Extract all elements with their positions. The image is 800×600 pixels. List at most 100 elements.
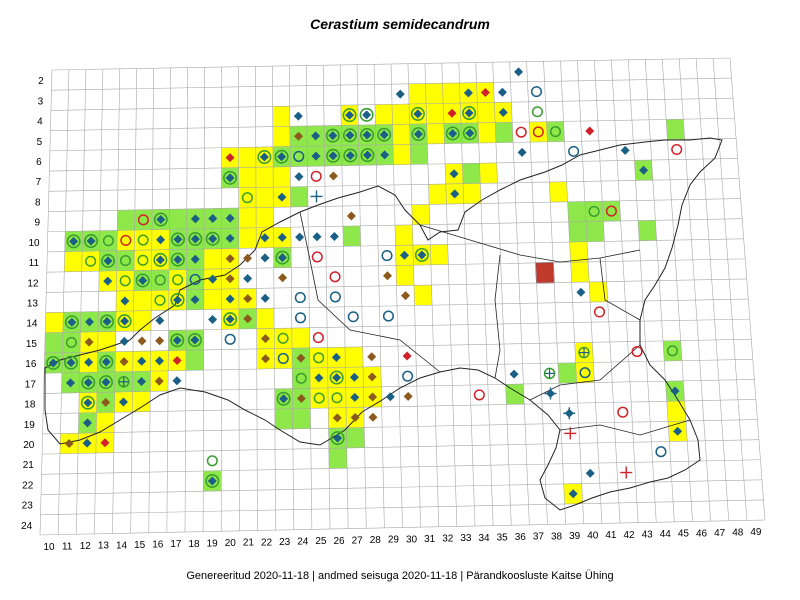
green-circle-symbol	[325, 128, 340, 143]
grid-line-h	[50, 97, 734, 111]
column-label: 25	[315, 536, 327, 547]
grid-cell-green	[342, 225, 361, 247]
column-label: 32	[442, 534, 454, 545]
grid-line-v	[373, 64, 385, 528]
diamond-symbol	[401, 291, 411, 301]
column-label: 20	[225, 538, 237, 549]
grid-cell-yellow	[255, 187, 274, 208]
grid-line-v	[184, 67, 188, 533]
diamond-symbol	[585, 126, 595, 136]
green-circle-symbol	[377, 127, 392, 142]
column-label: 41	[605, 530, 617, 541]
red-circle-symbol	[605, 205, 617, 217]
grid-line-v	[390, 63, 403, 528]
red-circle-symbol	[312, 332, 324, 344]
grid-line-v	[543, 61, 566, 525]
column-label: 47	[714, 528, 726, 539]
green-circle-symbol	[360, 127, 375, 142]
grid-line-v	[729, 57, 766, 521]
diamond-symbol	[83, 398, 93, 408]
grid-line-v	[166, 67, 171, 533]
diamond-symbol	[278, 273, 288, 283]
row-label: 15	[26, 339, 38, 350]
red-circle-symbol	[617, 406, 629, 418]
diamond-symbol	[154, 376, 164, 386]
blue-circle-symbol	[347, 311, 359, 323]
diamond-symbol	[497, 87, 507, 97]
diamond-symbol	[260, 334, 270, 344]
green-circle-symbol	[313, 392, 325, 404]
inner-border-5	[529, 344, 641, 401]
column-label: 19	[207, 538, 219, 549]
diamond-symbol	[208, 234, 218, 244]
green-circle-symbol	[102, 235, 114, 247]
grid-line-v	[441, 63, 458, 527]
diamond-symbol	[450, 189, 460, 199]
column-label: 49	[750, 527, 762, 538]
green-circle-symbol	[170, 333, 185, 348]
grid-cell-yellow	[255, 166, 274, 188]
red-circle-symbol	[120, 234, 132, 246]
row-label: 7	[36, 177, 42, 188]
green-circle-symbol	[445, 126, 460, 141]
diamond-symbol	[103, 256, 113, 266]
grid-line-v	[148, 68, 154, 533]
green-circle-symbol	[153, 252, 168, 267]
diamond-symbol	[101, 397, 111, 407]
grid-cell-yellow	[203, 248, 222, 270]
diamond-symbol	[225, 294, 235, 304]
column-label: 14	[116, 540, 128, 551]
grid-cells	[44, 82, 688, 505]
red-circle-symbol	[671, 143, 683, 156]
diamond-symbol	[368, 392, 378, 402]
green-circle-symbol	[342, 108, 357, 123]
grid-cell-yellow	[426, 123, 445, 144]
diamond-symbol	[155, 336, 165, 346]
grid-line-h	[41, 479, 762, 495]
grid-line-v	[712, 58, 748, 521]
diamond-symbol	[585, 468, 595, 478]
diamond-symbol	[102, 317, 112, 327]
grid-cell-yellow	[134, 229, 152, 251]
grid-line-h	[45, 318, 750, 334]
diamond-symbol	[296, 353, 306, 363]
grid-cell-yellow	[414, 285, 433, 306]
diamond-symbol	[463, 88, 473, 98]
diamond-symbol	[156, 215, 166, 225]
grid-line-v	[75, 69, 87, 535]
column-label: 44	[660, 529, 672, 540]
diamond-symbol	[225, 213, 235, 223]
diamond-symbol	[379, 130, 389, 140]
row-label: 8	[35, 197, 41, 208]
grid-cell-green	[495, 122, 514, 143]
diamond-symbol	[84, 357, 94, 367]
grid-cell-green	[292, 368, 311, 389]
diamond-symbol	[345, 130, 355, 140]
grid-cell-yellow	[97, 331, 116, 353]
diamond-symbol	[243, 294, 253, 304]
grid-line-v	[492, 62, 512, 526]
diamond-symbol	[277, 192, 287, 202]
green-circle-symbol	[170, 232, 185, 247]
grid-cell-yellow	[408, 83, 427, 104]
green-circle-symbol	[99, 375, 114, 390]
grid-cell-yellow	[238, 187, 257, 208]
blue-circle-symbol	[568, 145, 580, 157]
blue-circle-symbol	[189, 273, 201, 285]
grid-line-v	[94, 69, 104, 534]
row-label: 23	[22, 501, 34, 512]
diamond-symbol	[82, 438, 92, 448]
grid-cell-green	[638, 220, 657, 241]
diamond-symbol	[333, 433, 343, 443]
grid-cell-yellow	[238, 147, 256, 168]
grid-cell-yellow	[238, 227, 257, 249]
diamond-symbol	[399, 250, 409, 260]
diamond-symbol	[314, 373, 324, 383]
diamond-symbol	[509, 369, 519, 379]
diamond-symbol	[208, 274, 218, 284]
diamond-symbol	[225, 274, 235, 284]
row-label: 18	[24, 400, 36, 411]
row-label: 4	[37, 117, 43, 128]
green-circle-symbol	[153, 212, 168, 227]
column-label: 28	[370, 535, 382, 546]
